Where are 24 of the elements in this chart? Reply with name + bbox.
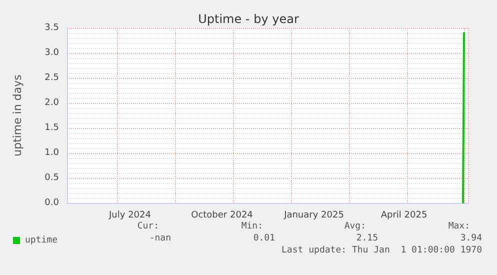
y-tick-label: 2.5 [44, 73, 59, 83]
x-tick-label: October 2024 [191, 210, 254, 220]
text: -nan [149, 234, 171, 244]
y-tick-label: 2.0 [44, 98, 60, 108]
text: Avg: [344, 222, 366, 232]
x-tick-label: January 2025 [283, 210, 344, 220]
y-tick-label: 1.0 [44, 148, 60, 158]
y-tick-label: 3.5 [44, 23, 59, 33]
text: Min: [241, 222, 263, 232]
y-tick-label: 1.5 [44, 123, 59, 133]
text: Max: [448, 222, 470, 232]
chart-title: Uptime - by year [198, 12, 299, 26]
y-tick-label: 3.0 [44, 48, 60, 58]
y-axis-title: uptime in days [11, 74, 24, 156]
x-tick-label: April 2025 [380, 210, 428, 220]
text: 0.01 [253, 234, 275, 244]
x-tick-label: July 2024 [108, 210, 152, 220]
y-tick-label: 0.5 [44, 173, 59, 183]
y-tick-label: 0.0 [44, 198, 60, 208]
legend-label: uptime [25, 236, 58, 246]
text: 3.94 [460, 234, 482, 244]
text: Cur: [137, 222, 159, 232]
text: Last update: Thu Jan 1 01:00:00 1970 [282, 246, 482, 256]
text: 2.15 [356, 234, 378, 244]
